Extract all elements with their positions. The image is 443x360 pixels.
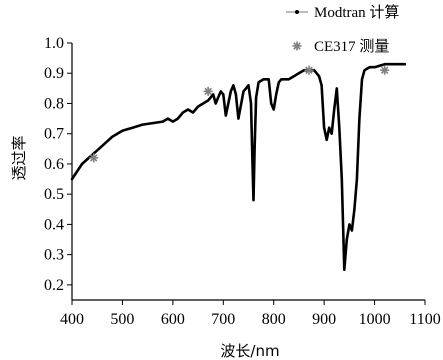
series-point-ce317 xyxy=(304,65,314,75)
x-tick-label: 900 xyxy=(312,311,336,328)
y-tick-label: 0.2 xyxy=(44,277,64,294)
x-axis-title: 波长/nm xyxy=(220,342,279,360)
series-point-ce317 xyxy=(380,65,390,75)
x-tick-label: 1100 xyxy=(409,311,440,328)
x-tick-label: 400 xyxy=(60,311,84,328)
legend: Modtran 计算 CE317 测量 xyxy=(286,3,399,55)
x-tick-label: 1000 xyxy=(359,311,391,328)
series-point-ce317 xyxy=(89,153,99,163)
series-layer xyxy=(70,62,407,272)
y-tick-label: 0.9 xyxy=(44,65,64,82)
x-tick-label: 700 xyxy=(211,311,235,328)
x-tick-label: 600 xyxy=(161,311,185,328)
legend-dot-sample xyxy=(295,10,299,14)
y-tick-label: 0.4 xyxy=(44,216,64,233)
axes: 400 500 600 700 800 900 1000 1100 0.2 0.3 0.4 0.5 0.… xyxy=(44,35,441,328)
legend-label-modtran: Modtran 计算 xyxy=(314,3,399,21)
y-tick-label: 0.6 xyxy=(44,156,64,173)
y-tick-label: 0.3 xyxy=(44,247,64,264)
legend-marker-ce317 xyxy=(292,41,302,51)
y-tick-label: 1.0 xyxy=(44,35,64,52)
y-tick-label: 0.7 xyxy=(44,126,64,143)
series-point-ce317 xyxy=(203,86,213,96)
legend-label-ce317: CE317 测量 xyxy=(314,38,389,55)
x-tick-label: 500 xyxy=(110,311,134,328)
series-line-modtran xyxy=(70,62,407,272)
x-tick-label: 800 xyxy=(262,311,286,328)
y-tick-label: 0.8 xyxy=(44,95,64,112)
y-tick-label: 0.5 xyxy=(44,186,64,203)
y-axis-title: 透过率 xyxy=(10,135,28,180)
